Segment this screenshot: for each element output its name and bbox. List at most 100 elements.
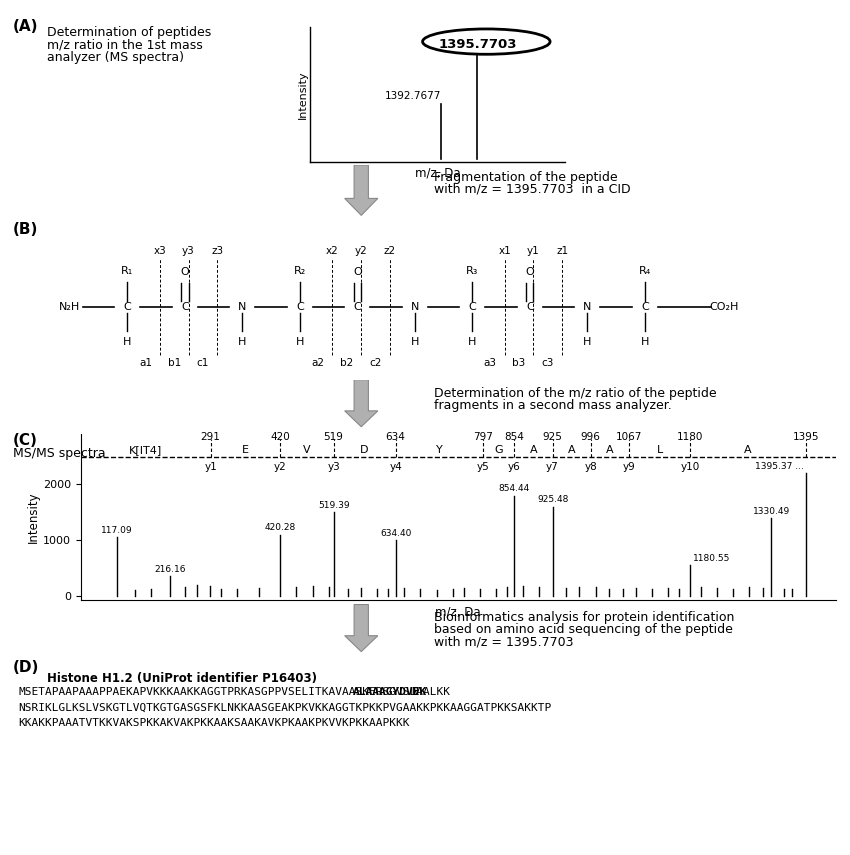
Text: (A): (A) [13, 19, 38, 34]
Text: z2: z2 [383, 246, 396, 256]
Text: y3: y3 [182, 246, 195, 256]
Text: Determination of the m/z ratio of the peptide: Determination of the m/z ratio of the pe… [434, 387, 716, 400]
Text: L: L [656, 445, 663, 455]
Text: N: N [238, 303, 246, 312]
Text: NSRIKLGLKSLVSKGTLVQTKGTGASGSFKLNKKAASGEAKPKVKKAGGTKPKKPVGAAKKPKKAAGGATPKKSAKKTP: NSRIKLGLKSLVSKGTLVQTKGTGASGSFKLNKKAASGEA… [19, 703, 552, 713]
Text: z1: z1 [556, 246, 569, 256]
Text: 519.39: 519.39 [318, 501, 349, 510]
Text: H: H [411, 337, 419, 347]
Text: y1: y1 [204, 463, 217, 472]
Text: 216.16: 216.16 [155, 565, 186, 574]
Text: C: C [296, 303, 303, 312]
Text: 634.40: 634.40 [380, 529, 411, 538]
Text: y3: y3 [327, 463, 340, 472]
Text: 1180.55: 1180.55 [693, 554, 730, 563]
Text: x1: x1 [498, 246, 511, 256]
Text: A: A [530, 445, 537, 455]
Text: MS/MS spectra: MS/MS spectra [13, 447, 105, 460]
Text: y7: y7 [546, 463, 559, 472]
Text: m/z ratio in the 1st mass: m/z ratio in the 1st mass [47, 38, 202, 51]
Text: c3: c3 [541, 358, 554, 369]
Text: analyzer (MS spectra): analyzer (MS spectra) [47, 51, 184, 64]
Text: 1180: 1180 [677, 432, 703, 442]
Text: 996: 996 [581, 432, 601, 442]
Text: C: C [123, 303, 131, 312]
Text: based on amino acid sequencing of the peptide: based on amino acid sequencing of the pe… [434, 623, 733, 636]
Text: R₃: R₃ [466, 266, 479, 276]
Text: b3: b3 [513, 358, 525, 369]
Text: x3: x3 [153, 246, 166, 256]
Text: y2: y2 [354, 246, 367, 256]
Text: 519: 519 [324, 432, 343, 442]
Text: C: C [468, 303, 476, 312]
Text: KKAKKPAAATVTKKVAKSPKKAKVAKPKKAAKSAAKAVKPKAAKPKVVKPKKAAPKKK: KKAKKPAAATVTKKVAKSPKKAKVAKPKKAAKSAAKAVKP… [19, 718, 411, 728]
Text: N: N [411, 687, 417, 698]
Text: Y: Y [436, 445, 443, 455]
Text: x2: x2 [326, 246, 338, 256]
Text: c1: c1 [196, 358, 209, 369]
Text: V: V [303, 445, 311, 455]
Text: 925: 925 [542, 432, 563, 442]
Text: G: G [495, 445, 503, 455]
Text: 1330.49: 1330.49 [752, 507, 790, 516]
Text: C: C [354, 303, 361, 312]
Text: fragments in a second mass analyzer.: fragments in a second mass analyzer. [434, 399, 672, 412]
Text: 1067: 1067 [616, 432, 643, 442]
Text: K[IT4]: K[IT4] [129, 445, 162, 455]
Text: with m/z = 1395.7703: with m/z = 1395.7703 [434, 635, 573, 648]
Text: CO₂H: CO₂H [709, 303, 739, 312]
Text: ALAAAGYDVEK: ALAAAGYDVEK [354, 687, 428, 698]
Text: c2: c2 [369, 358, 382, 369]
Text: (C): (C) [13, 433, 37, 448]
Text: y2: y2 [274, 463, 286, 472]
Text: D: D [360, 445, 369, 455]
Text: A: A [568, 445, 575, 455]
Text: y10: y10 [680, 463, 700, 472]
Text: O: O [525, 268, 535, 277]
Text: H: H [583, 337, 592, 347]
Text: y6: y6 [507, 463, 520, 472]
Text: R₄: R₄ [638, 266, 651, 276]
Text: C: C [526, 303, 534, 312]
Text: 925.48: 925.48 [537, 496, 569, 504]
Text: 1395: 1395 [793, 432, 819, 442]
Text: H: H [641, 337, 649, 347]
Y-axis label: Intensity: Intensity [27, 492, 40, 543]
Text: b2: b2 [340, 358, 354, 369]
Text: y5: y5 [477, 463, 490, 472]
Text: 1395.7703: 1395.7703 [439, 38, 517, 50]
Text: y8: y8 [585, 463, 598, 472]
Text: A: A [744, 445, 751, 455]
Text: H: H [468, 337, 477, 347]
Text: z3: z3 [211, 246, 224, 256]
Text: Histone H1.2 (UniProt identifier P16403): Histone H1.2 (UniProt identifier P16403) [47, 672, 317, 685]
Text: MSETAPAAPAAAPPAEKAPVKKKAAKKAGGTPRKASGPPVSELITKAVAASKERSGVSLAALKK: MSETAPAAPAAAPPAEKAPVKKKAAKKAGGTPRKASGPPV… [19, 687, 450, 698]
Text: N₂H: N₂H [60, 303, 81, 312]
Text: 420.28: 420.28 [264, 523, 296, 533]
FancyArrow shape [345, 165, 377, 215]
X-axis label: m/z, Da: m/z, Da [435, 605, 481, 619]
Text: C: C [181, 303, 189, 312]
Text: R₁: R₁ [122, 266, 133, 276]
Text: E: E [242, 445, 249, 455]
Text: H: H [123, 337, 132, 347]
Text: y1: y1 [527, 246, 540, 256]
Text: 854.44: 854.44 [499, 484, 530, 493]
X-axis label: m/z, Da: m/z, Da [415, 167, 461, 180]
Text: 634: 634 [386, 432, 405, 442]
FancyArrow shape [345, 380, 377, 427]
Text: O: O [180, 268, 190, 277]
Text: Determination of peptides: Determination of peptides [47, 26, 211, 38]
Text: 117.09: 117.09 [101, 526, 133, 535]
Text: 1392.7677: 1392.7677 [385, 91, 441, 101]
Text: y4: y4 [389, 463, 402, 472]
Text: C: C [641, 303, 649, 312]
Text: H: H [296, 337, 304, 347]
Y-axis label: Intensity: Intensity [298, 71, 308, 119]
Text: 420: 420 [270, 432, 290, 442]
Text: 1395.37 ...: 1395.37 ... [755, 462, 803, 471]
Text: 797: 797 [473, 432, 494, 442]
Text: H: H [238, 337, 246, 347]
Text: a3: a3 [484, 358, 497, 369]
Text: Fragmentation of the peptide: Fragmentation of the peptide [434, 171, 617, 184]
